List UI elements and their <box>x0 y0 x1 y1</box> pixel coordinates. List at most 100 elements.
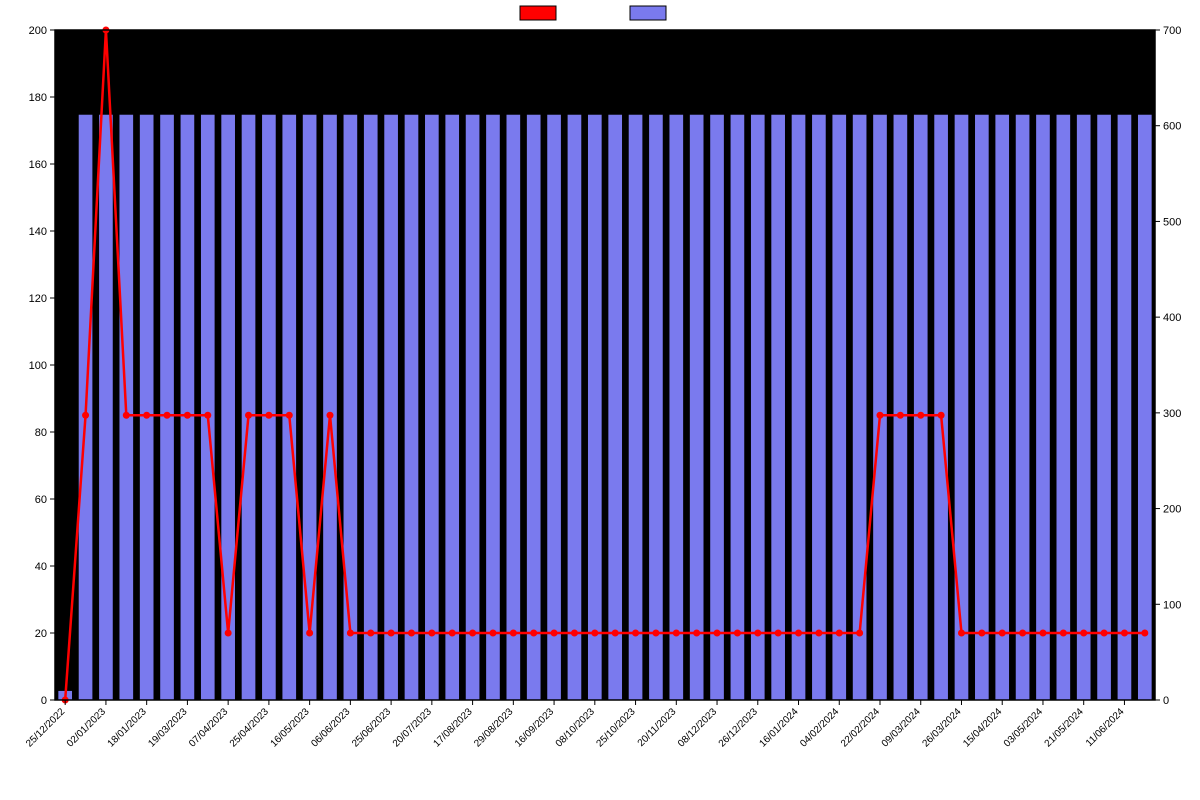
line-marker <box>958 630 965 637</box>
line-marker <box>632 630 639 637</box>
line-marker <box>877 412 884 419</box>
bar <box>710 114 725 700</box>
y-right-tick-label: 600 <box>1163 121 1181 133</box>
line-marker <box>204 412 211 419</box>
bar <box>221 114 236 700</box>
x-tick-label: 25/10/2023 <box>594 706 637 749</box>
y-left-tick-label: 140 <box>29 226 47 238</box>
line-marker <box>123 412 130 419</box>
combo-chart: 0204060801001201401601802000100200300400… <box>0 0 1200 800</box>
x-tick-label: 20/07/2023 <box>391 706 434 749</box>
line-marker <box>449 630 456 637</box>
y-right-tick-label: 0 <box>1163 695 1169 707</box>
line-marker <box>815 630 822 637</box>
bar <box>262 114 277 700</box>
x-tick-label: 25/04/2023 <box>228 706 271 749</box>
bar <box>425 114 440 700</box>
x-tick-label: 25/06/2023 <box>350 706 393 749</box>
line-marker <box>754 630 761 637</box>
line-marker <box>1019 630 1026 637</box>
line-marker <box>551 630 558 637</box>
bar <box>954 114 969 700</box>
y-left-tick-label: 180 <box>29 92 47 104</box>
bar <box>669 114 684 700</box>
bar <box>302 114 317 700</box>
x-tick-label: 04/02/2024 <box>798 706 841 749</box>
bar <box>852 114 867 700</box>
line-marker <box>836 630 843 637</box>
y-left-tick-label: 160 <box>29 159 47 171</box>
line-marker <box>1141 630 1148 637</box>
x-tick-label: 20/11/2023 <box>636 706 679 749</box>
line-marker <box>489 630 496 637</box>
y-left-tick-label: 60 <box>35 494 47 506</box>
line-marker <box>938 412 945 419</box>
x-tick-label: 16/05/2023 <box>269 706 312 749</box>
y-left-tick-label: 80 <box>35 427 47 439</box>
y-left-tick-label: 20 <box>35 628 47 640</box>
bar <box>139 114 154 700</box>
y-left-tick-label: 120 <box>29 293 47 305</box>
line-marker <box>571 630 578 637</box>
x-tick-label: 16/01/2024 <box>757 706 800 749</box>
bar <box>200 114 215 700</box>
line-marker <box>367 630 374 637</box>
line-marker <box>897 412 904 419</box>
line-marker <box>1101 630 1108 637</box>
line-marker <box>652 630 659 637</box>
x-tick-label: 22/02/2024 <box>839 706 882 749</box>
line-marker <box>775 630 782 637</box>
line-marker <box>347 630 354 637</box>
x-tick-label: 02/01/2023 <box>65 706 108 749</box>
bar <box>832 114 847 700</box>
x-tick-label: 03/05/2024 <box>1002 706 1045 749</box>
y-right-tick-label: 300 <box>1163 408 1181 420</box>
x-tick-label: 18/01/2023 <box>106 706 149 749</box>
line-marker <box>388 630 395 637</box>
bar <box>465 114 480 700</box>
bar <box>567 114 582 700</box>
line-marker <box>530 630 537 637</box>
line-marker <box>327 412 334 419</box>
line-marker <box>673 630 680 637</box>
bar <box>975 114 990 700</box>
x-tick-label: 08/10/2023 <box>554 706 597 749</box>
line-marker <box>408 630 415 637</box>
x-tick-label: 25/12/2022 <box>24 706 67 749</box>
y-right-tick-label: 200 <box>1163 504 1181 516</box>
bar <box>812 114 827 700</box>
bar <box>241 114 256 700</box>
line-marker <box>856 630 863 637</box>
bar <box>547 114 562 700</box>
line-marker <box>714 630 721 637</box>
y-left-tick-label: 100 <box>29 360 47 372</box>
y-right-tick-label: 500 <box>1163 216 1181 228</box>
line-marker <box>1060 630 1067 637</box>
bar <box>282 114 297 700</box>
y-left-tick-label: 200 <box>29 25 47 37</box>
bar <box>180 114 195 700</box>
line-marker <box>734 630 741 637</box>
bar <box>363 114 378 700</box>
bar <box>1097 114 1112 700</box>
bar <box>404 114 419 700</box>
line-marker <box>143 412 150 419</box>
bar <box>689 114 704 700</box>
x-tick-label: 08/12/2023 <box>676 706 719 749</box>
bar <box>486 114 501 700</box>
bar <box>893 114 908 700</box>
line-marker <box>164 412 171 419</box>
bar <box>1117 114 1132 700</box>
line-marker <box>225 630 232 637</box>
y-right-tick-label: 400 <box>1163 312 1181 324</box>
bar <box>323 114 338 700</box>
bar <box>1137 114 1152 700</box>
line-marker <box>286 412 293 419</box>
bar <box>791 114 806 700</box>
bar <box>343 114 358 700</box>
line-marker <box>510 630 517 637</box>
bar <box>750 114 765 700</box>
bar <box>730 114 745 700</box>
x-tick-label: 11/06/2024 <box>1084 706 1127 749</box>
bar <box>608 114 623 700</box>
